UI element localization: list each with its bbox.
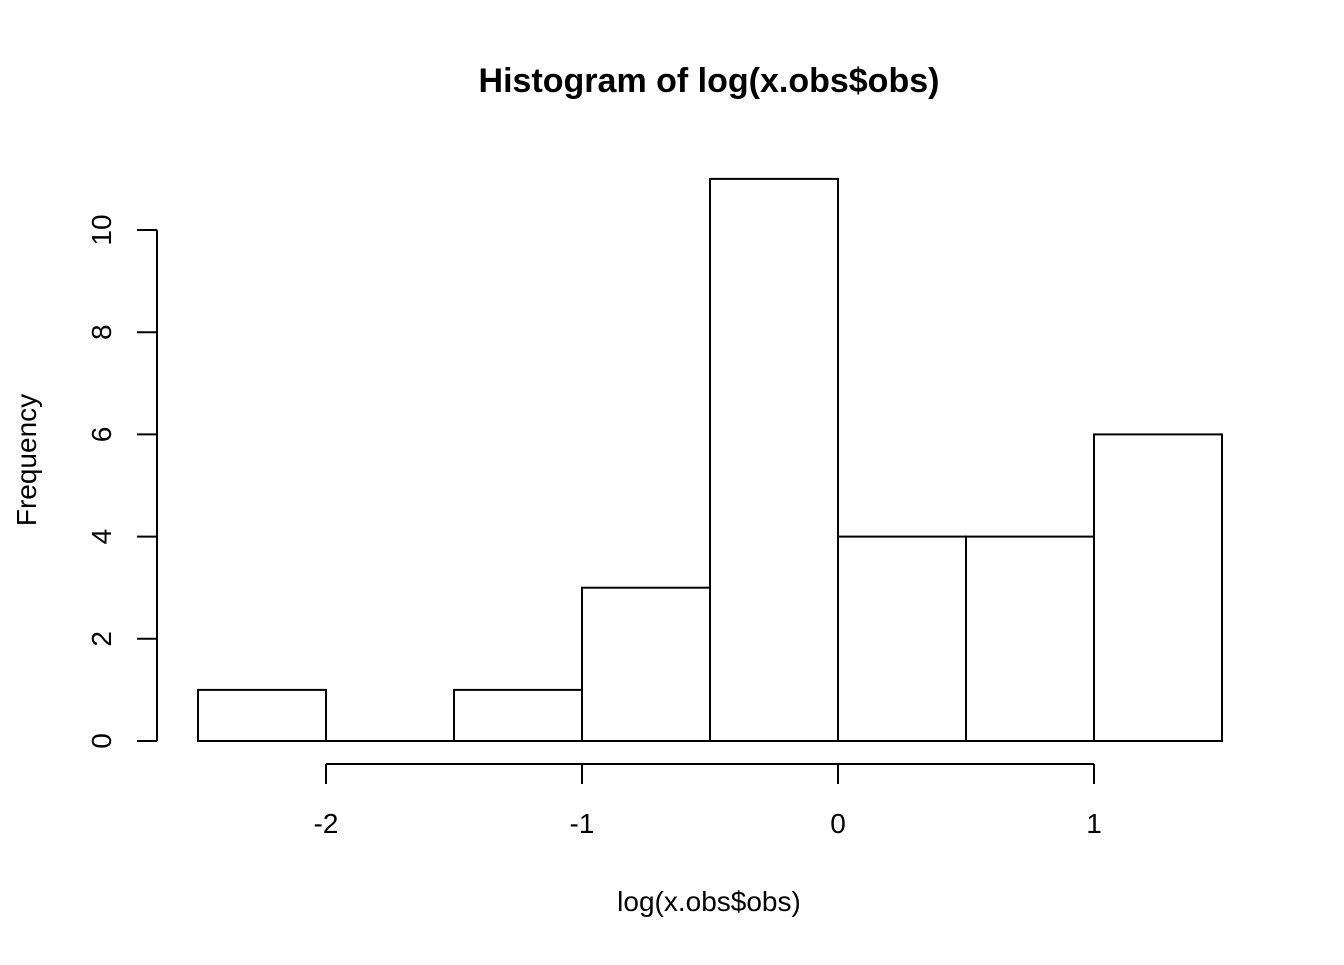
chart-title: Histogram of log(x.obs$obs)	[479, 62, 940, 100]
x-axis-label: log(x.obs$obs)	[617, 886, 801, 917]
y-axis-label: Frequency	[11, 394, 42, 526]
y-tick-label: 2	[86, 631, 117, 647]
x-tick-label: 1	[1086, 808, 1102, 839]
x-axis: -2 -1 0 1	[314, 763, 1102, 839]
histogram-bar	[837, 535, 967, 742]
histogram-bar	[1093, 433, 1223, 742]
histogram-bar	[581, 586, 711, 743]
y-tick-label: 6	[86, 427, 117, 443]
histogram-bar	[197, 688, 327, 743]
y-tick-label: 8	[86, 324, 117, 340]
histogram-bar	[709, 177, 839, 742]
x-tick-label: 0	[830, 808, 846, 839]
y-axis: 0 2 4 6 8 10	[86, 214, 158, 749]
y-tick-label: 0	[86, 733, 117, 749]
y-tick-label: 10	[86, 214, 117, 245]
bars-group	[197, 177, 1223, 743]
y-tick-label: 4	[86, 529, 117, 545]
histogram-bar	[965, 535, 1095, 742]
x-tick-label: -1	[570, 808, 595, 839]
x-tick-label: -2	[314, 808, 339, 839]
histogram-bar	[453, 688, 583, 743]
